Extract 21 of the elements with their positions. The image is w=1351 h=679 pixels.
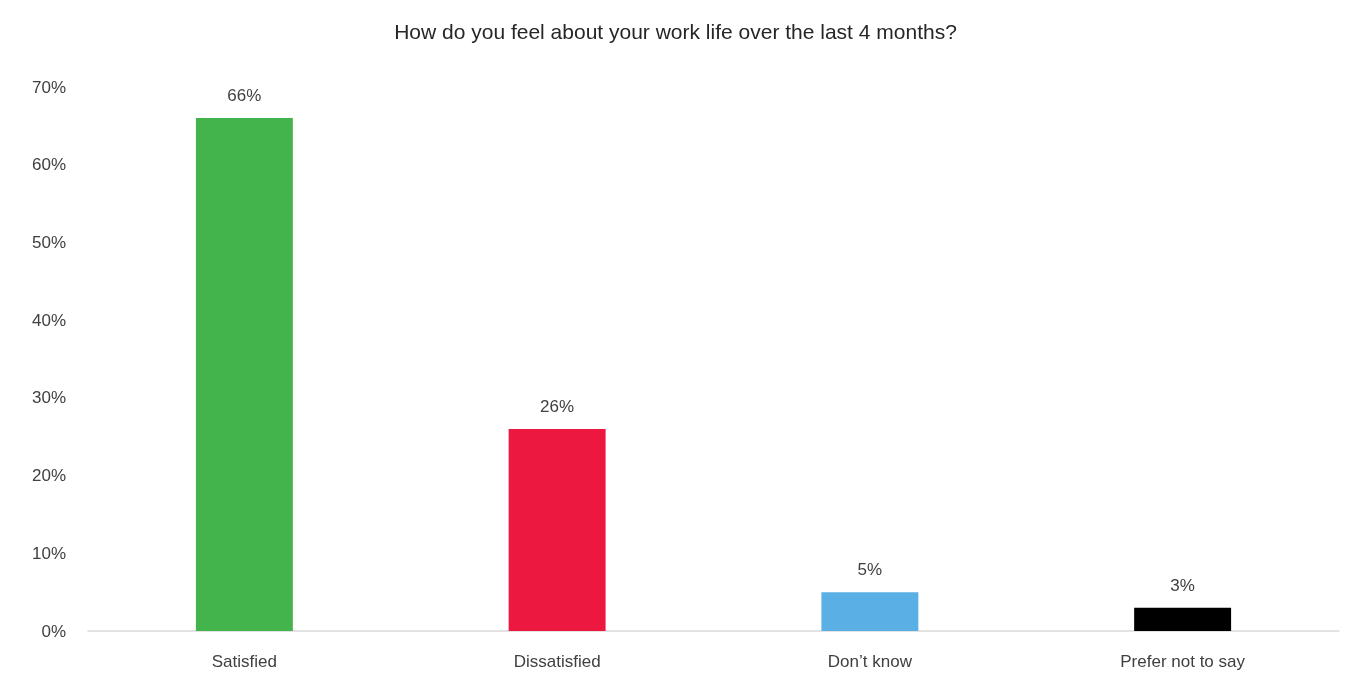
- data-label: 26%: [540, 396, 575, 416]
- chart-title: How do you feel about your work life over the last 4 months?: [394, 20, 957, 43]
- bar: [508, 428, 606, 631]
- x-tick-label: Prefer not to say: [1120, 652, 1246, 671]
- data-label: 5%: [857, 560, 883, 580]
- y-tick-label: 30%: [31, 388, 66, 408]
- x-tick-label: Satisfied: [211, 652, 277, 671]
- y-tick-label: 50%: [31, 232, 66, 252]
- bar: [821, 592, 919, 631]
- x-tick-label: Dissatisfied: [513, 652, 601, 671]
- bar: [195, 118, 293, 631]
- y-tick-label: 20%: [31, 466, 66, 486]
- data-label: 3%: [1170, 575, 1195, 595]
- y-tick-label: 10%: [31, 543, 66, 563]
- y-tick-label: 40%: [31, 310, 66, 330]
- y-tick-label: 70%: [31, 77, 66, 97]
- y-tick-label: 0%: [41, 621, 66, 641]
- y-tick-label: 60%: [31, 155, 66, 175]
- x-tick-label: Don’t know: [827, 652, 913, 671]
- data-label: 66%: [227, 86, 262, 106]
- bar: [1134, 607, 1232, 631]
